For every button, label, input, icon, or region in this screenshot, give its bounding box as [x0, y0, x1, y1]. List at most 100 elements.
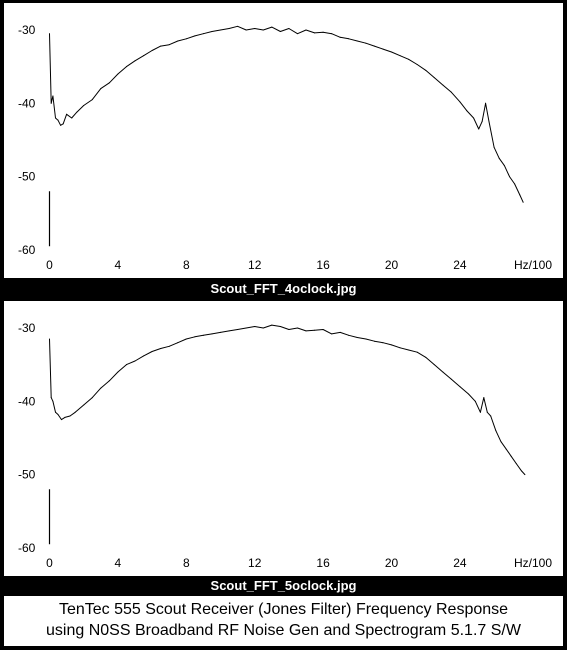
- data-point: [202, 33, 204, 35]
- data-point: [442, 84, 444, 86]
- data-point: [177, 40, 179, 42]
- data-point: [211, 30, 213, 32]
- data-point: [54, 411, 56, 413]
- data-point: [331, 33, 333, 35]
- data-point: [177, 342, 179, 344]
- description-line-2: using N0SS Broadband RF Noise Gen and Sp…: [46, 622, 521, 639]
- data-point: [71, 117, 73, 119]
- data-point: [108, 380, 110, 382]
- data-point: [466, 110, 468, 112]
- data-point: [220, 331, 221, 333]
- data-point: [245, 29, 247, 31]
- data-point: [245, 327, 247, 329]
- data-point: [60, 124, 62, 126]
- data-point: [83, 104, 85, 106]
- data-point: [66, 113, 68, 115]
- data-point: [425, 356, 427, 358]
- data-point: [271, 324, 273, 326]
- x-tick-label: 4: [115, 258, 122, 272]
- data-point: [305, 29, 307, 31]
- data-point: [296, 327, 298, 329]
- x-axis-label: Hz/100: [514, 556, 552, 570]
- data-point: [493, 146, 495, 148]
- data-point: [314, 32, 316, 34]
- data-point: [416, 351, 418, 353]
- y-tick-label: -50: [18, 170, 36, 184]
- x-tick-label: 0: [46, 556, 53, 570]
- data-point: [503, 165, 505, 167]
- data-point: [459, 101, 461, 103]
- data-point: [52, 95, 54, 97]
- data-point: [185, 338, 187, 340]
- x-tick-label: 24: [453, 556, 467, 570]
- data-point: [348, 38, 350, 40]
- data-point: [478, 128, 480, 130]
- data-point: [91, 99, 93, 101]
- data-point: [473, 117, 475, 119]
- data-point: [524, 474, 526, 476]
- data-point: [490, 415, 492, 417]
- data-point: [391, 344, 392, 346]
- data-point: [52, 400, 54, 402]
- data-point: [262, 29, 264, 31]
- data-point: [237, 328, 239, 330]
- chart-caption-5oclock: Scout_FFT_5oclock.jpg: [210, 578, 357, 593]
- data-point: [433, 364, 435, 366]
- data-point: [322, 31, 324, 33]
- data-point: [399, 55, 401, 57]
- x-tick-label: 20: [385, 556, 399, 570]
- data-point: [100, 387, 102, 389]
- series-line: [49, 324, 526, 475]
- data-point: [322, 328, 324, 330]
- data-point: [160, 348, 162, 350]
- data-point: [520, 470, 522, 472]
- y-tick-label: -40: [18, 96, 36, 110]
- data-point: [373, 340, 375, 342]
- x-tick-label: 12: [248, 258, 262, 272]
- data-point: [64, 416, 66, 418]
- data-point: [62, 123, 64, 125]
- data-point: [49, 33, 50, 35]
- data-point: [382, 342, 384, 344]
- data-point: [117, 73, 119, 75]
- data-point: [483, 397, 485, 399]
- data-point: [425, 69, 427, 71]
- data-point: [331, 333, 333, 335]
- y-tick-label: -30: [18, 23, 36, 37]
- data-point: [185, 38, 187, 40]
- y-tick-label: -30: [18, 321, 36, 335]
- data-point: [74, 411, 76, 413]
- data-point: [488, 121, 490, 123]
- data-point: [373, 45, 375, 47]
- x-tick-label: 16: [316, 258, 330, 272]
- data-point: [433, 77, 435, 79]
- data-point: [168, 345, 170, 347]
- data-point: [450, 91, 452, 93]
- data-point: [348, 334, 350, 336]
- data-point: [408, 349, 410, 351]
- chart-caption-4oclock: Scout_FFT_4oclock.jpg: [210, 281, 357, 296]
- data-point: [288, 328, 290, 330]
- data-point: [522, 201, 524, 203]
- data-point: [481, 121, 483, 123]
- data-point: [134, 60, 136, 62]
- chart-panel-4oclock: -30 -40 -50 -60 0 4 8 12 16 20 24 Hz/100: [4, 3, 563, 278]
- data-point: [151, 350, 153, 352]
- data-point: [91, 397, 93, 399]
- data-point: [228, 330, 230, 332]
- data-point: [50, 102, 52, 104]
- data-point: [450, 378, 452, 380]
- data-point: [365, 338, 367, 340]
- fft-chart-4oclock: -30 -40 -50 -60 0 4 8 12 16 20 24 Hz/100: [18, 23, 552, 272]
- data-point: [391, 51, 392, 53]
- data-point: [505, 448, 507, 450]
- data-point: [143, 55, 145, 57]
- data-point: [125, 364, 127, 366]
- data-point: [314, 329, 316, 331]
- data-point: [339, 331, 341, 333]
- data-point: [211, 333, 213, 335]
- x-axis-label: Hz/100: [514, 258, 552, 272]
- data-point: [442, 371, 444, 373]
- data-point: [382, 48, 384, 50]
- data-point: [508, 176, 510, 178]
